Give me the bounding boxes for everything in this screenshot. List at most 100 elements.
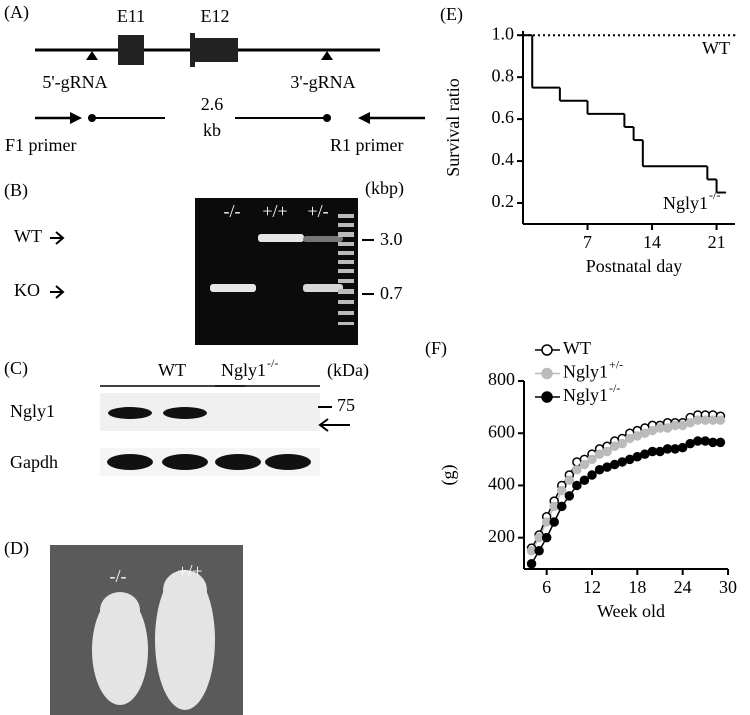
legend-marker <box>541 367 553 380</box>
data-point <box>715 437 726 448</box>
data-point <box>594 465 605 475</box>
data-point <box>587 454 597 465</box>
data-point <box>564 475 575 485</box>
panel-label: (D) <box>4 538 29 559</box>
data-point <box>579 459 590 470</box>
blot-band <box>163 407 207 419</box>
target-arrow <box>318 418 350 432</box>
data-point <box>526 559 537 569</box>
panel-label: (F) <box>425 338 447 359</box>
gel-band <box>303 284 343 292</box>
data-point <box>564 491 575 501</box>
amplicon-size: 2.6 <box>201 94 224 114</box>
end-dot <box>323 114 331 122</box>
data-point <box>655 423 665 433</box>
y-axis-title: Survival ratio <box>443 78 463 176</box>
data-point <box>670 420 680 431</box>
data-point <box>640 428 650 438</box>
x-axis-title: Week old <box>597 601 665 621</box>
primer-label: F1 primer <box>5 135 77 155</box>
x-tick-label: 7 <box>583 232 592 252</box>
superscript: -/- <box>609 381 620 395</box>
exon <box>118 35 144 65</box>
series-label: Ngly1 <box>663 193 708 213</box>
data-point <box>693 436 703 446</box>
x-tick-label: 24 <box>674 577 692 597</box>
band-arrow <box>50 231 65 245</box>
data-point <box>625 454 635 465</box>
x-tick-label: 21 <box>708 232 726 252</box>
band-label: WT <box>14 226 42 246</box>
legend-label: Ngly1 <box>563 362 608 382</box>
x-tick-label: 12 <box>583 577 601 597</box>
arrow-head <box>358 112 370 124</box>
legend-label: Ngly1 <box>563 385 608 405</box>
y-tick-label: 0.6 <box>492 107 515 127</box>
y-axis-title: (g) <box>438 465 459 486</box>
data-point <box>632 431 643 441</box>
size-marker: 3.0 <box>380 229 403 249</box>
band-arrow <box>50 285 65 299</box>
y-tick-label: 600 <box>488 421 515 441</box>
y-tick-label: 0.2 <box>492 191 515 211</box>
step-end <box>725 192 727 194</box>
x-tick-label: 30 <box>719 577 737 597</box>
data-point <box>632 451 643 462</box>
data-point <box>602 446 612 457</box>
group-label: Ngly1 <box>221 360 266 380</box>
x-tick-label: 6 <box>542 577 551 597</box>
group-label-sup: -/- <box>267 356 278 370</box>
data-point <box>700 436 711 446</box>
primer-label: R1 primer <box>330 135 404 155</box>
data-point <box>534 545 544 556</box>
photo-label: +/+ <box>177 561 202 581</box>
ladder <box>338 214 354 325</box>
row-label: Gapdh <box>10 452 58 472</box>
data-point <box>594 449 605 459</box>
y-tick-label: 0.4 <box>492 149 515 169</box>
superscript: -/- <box>709 188 720 202</box>
exon-label: E11 <box>117 6 145 26</box>
data-point <box>557 485 567 496</box>
band-label: KO <box>14 280 40 300</box>
data-point <box>708 415 718 425</box>
y-tick-label: 400 <box>488 474 515 494</box>
data-point <box>647 425 658 436</box>
data-point <box>708 437 718 448</box>
data-point <box>579 475 590 485</box>
panel-label: (E) <box>440 4 463 25</box>
data-point <box>609 459 620 470</box>
data-point <box>625 433 635 444</box>
legend-marker <box>541 391 553 403</box>
data-point <box>617 438 627 449</box>
data-point <box>693 415 703 425</box>
lane-label: -/- <box>224 201 241 221</box>
size-marker: 75 <box>337 395 355 415</box>
data-point <box>662 444 673 454</box>
step-end <box>734 34 736 36</box>
data-point <box>685 418 695 428</box>
grna-label: 3'-gRNA <box>290 72 355 92</box>
data-point <box>534 532 544 543</box>
blot-band <box>108 407 152 419</box>
y-tick-label: 200 <box>488 526 515 546</box>
amplicon-unit: kb <box>203 120 221 140</box>
data-point <box>677 420 688 431</box>
size-marker: 0.7 <box>380 283 403 303</box>
data-point <box>572 465 582 475</box>
size-unit: (kbp) <box>365 178 404 199</box>
gel-band <box>303 236 343 242</box>
grna-site <box>86 51 98 60</box>
x-tick-label: 14 <box>643 232 661 252</box>
data-point <box>662 423 673 433</box>
data-point <box>677 442 688 453</box>
panel-label: (C) <box>4 358 28 379</box>
gel-band <box>258 234 304 242</box>
data-point <box>549 517 559 527</box>
data-point <box>572 480 582 491</box>
exon-edge <box>190 33 195 67</box>
data-point <box>602 462 612 472</box>
y-tick-label: 800 <box>488 369 515 389</box>
